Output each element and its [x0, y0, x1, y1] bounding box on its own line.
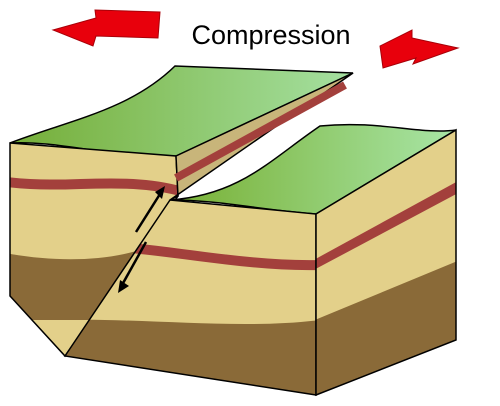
motion-arrow-up-icon [134, 186, 165, 233]
diagram-title: Compression [191, 20, 350, 50]
footwall-surface [169, 123, 457, 215]
compression-arrow-left-icon [51, 9, 161, 47]
hanging-red-layer [10, 176, 178, 196]
footwall-brown-layer [65, 319, 316, 395]
motion-arrow-down-icon [118, 241, 148, 293]
compression-arrow-right-icon [379, 29, 460, 69]
